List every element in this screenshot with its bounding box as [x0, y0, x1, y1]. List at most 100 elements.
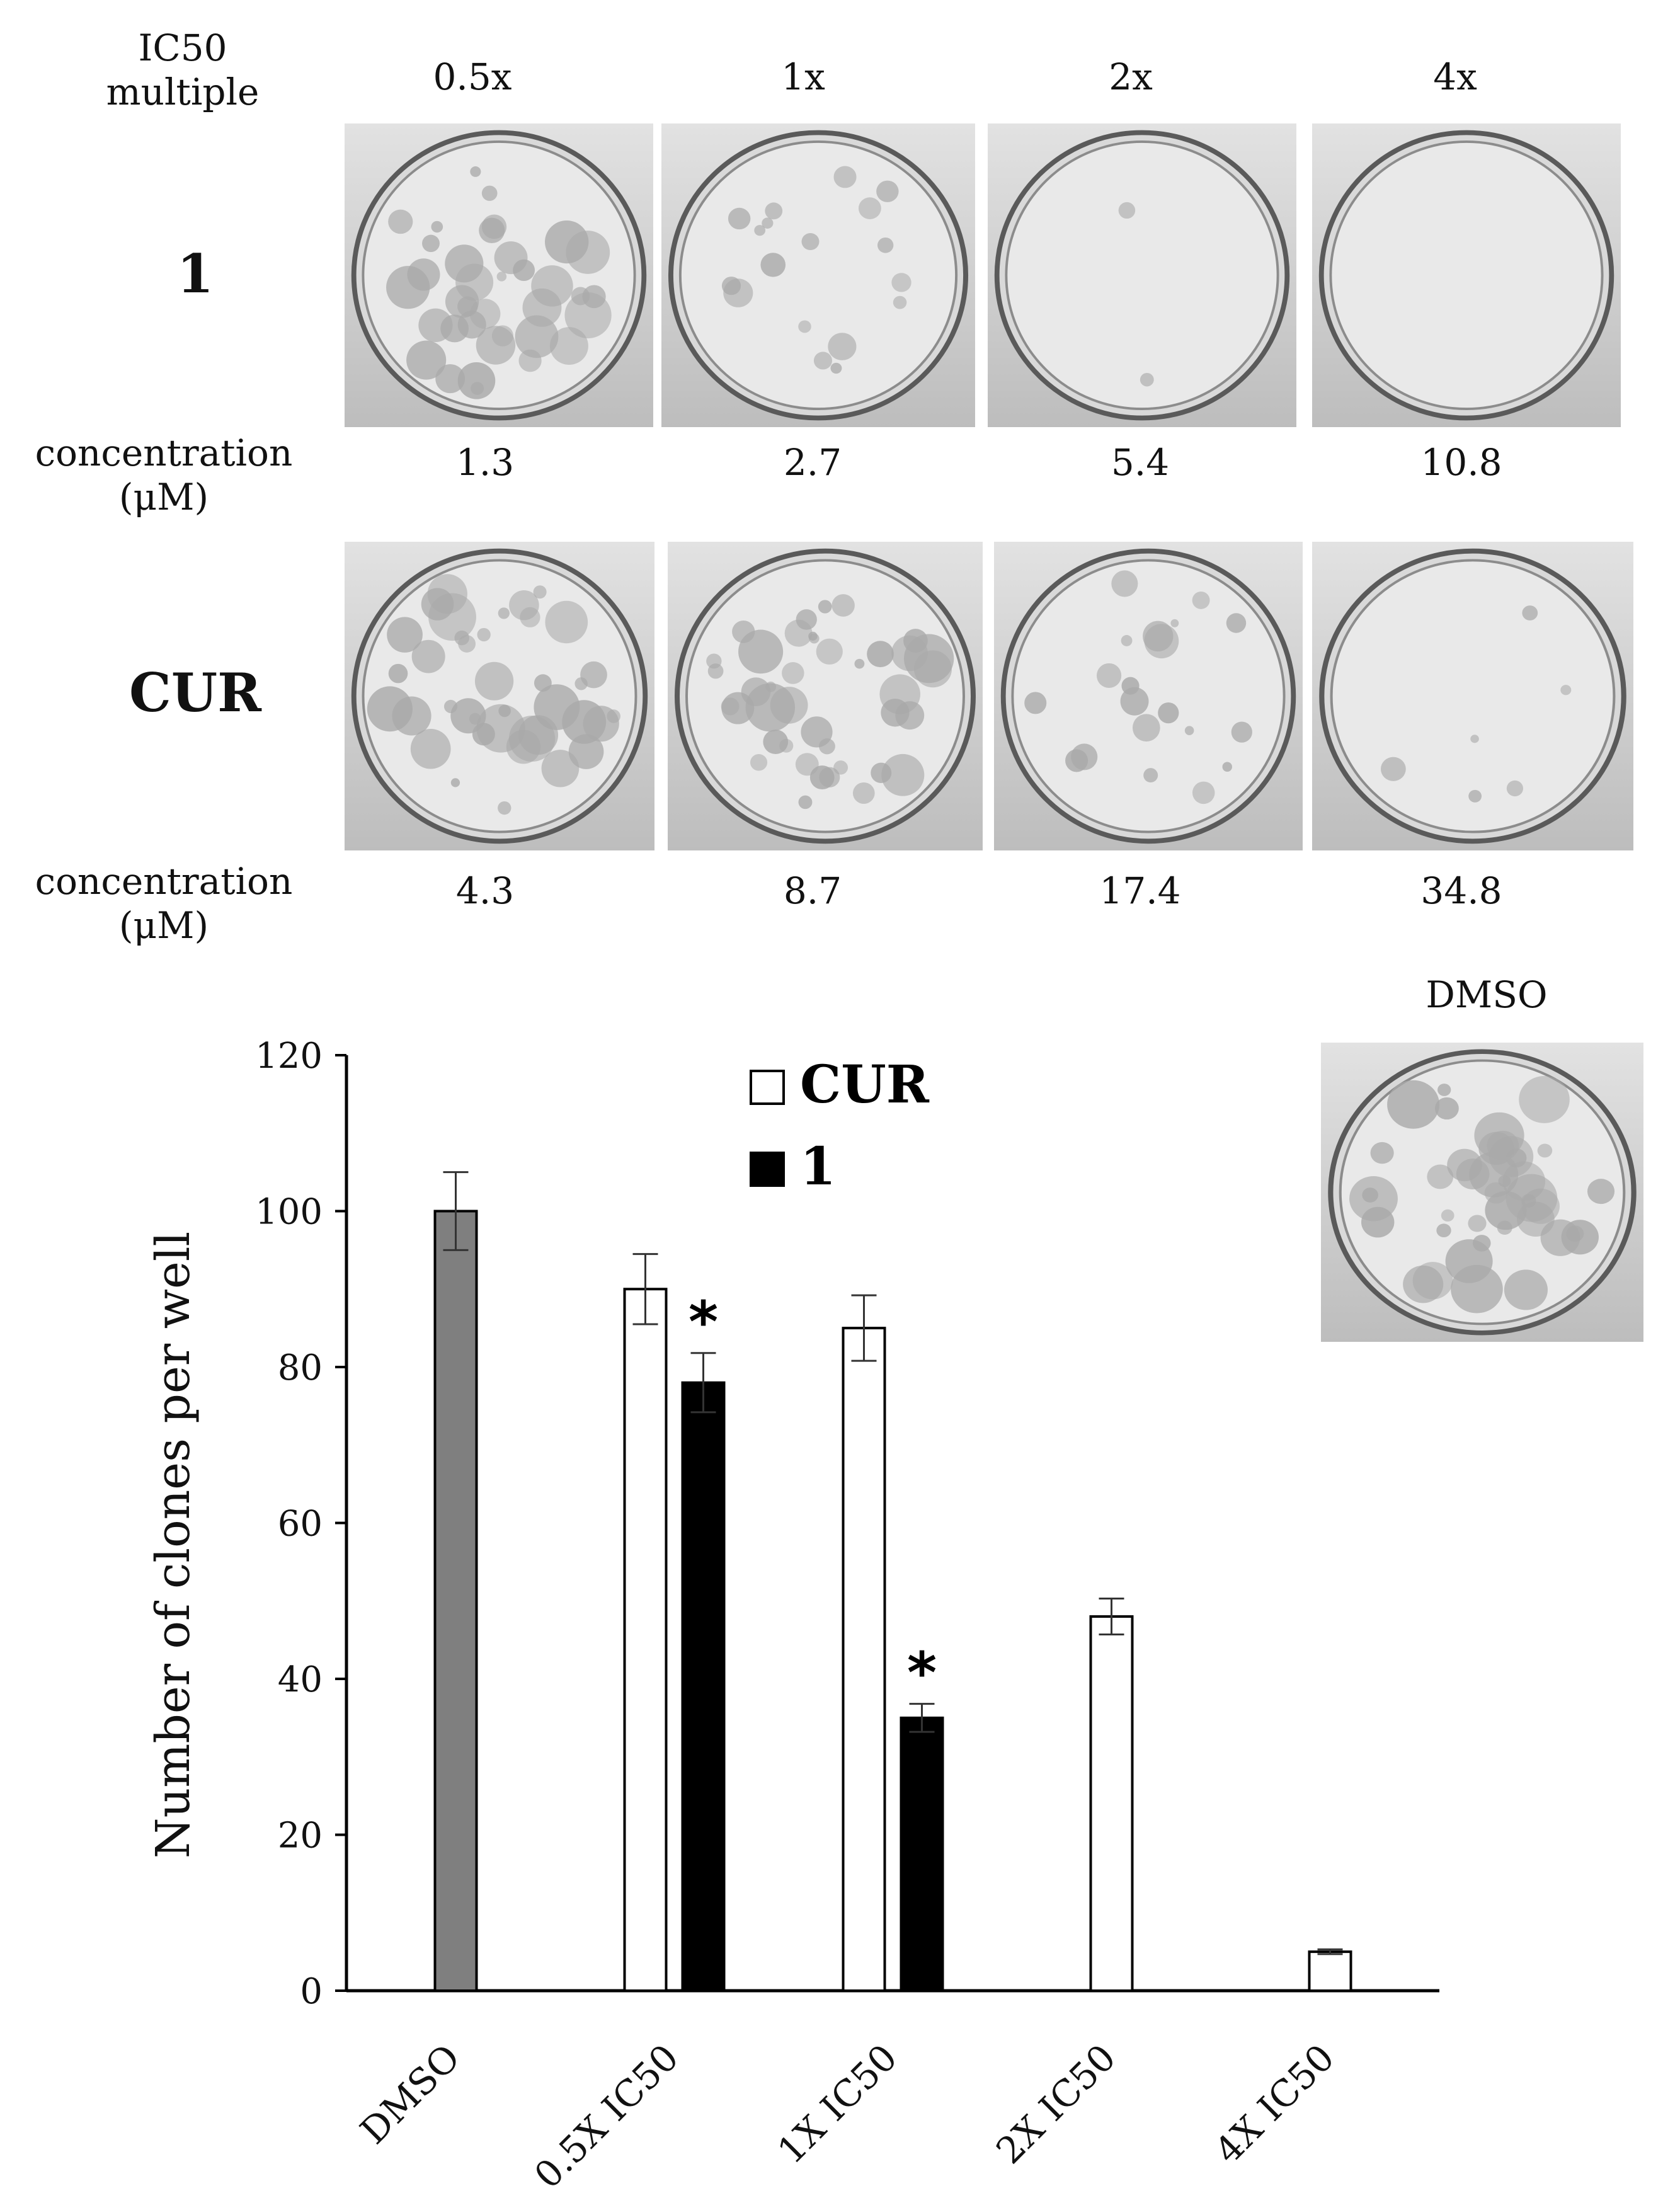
colony — [445, 244, 484, 283]
colony — [574, 677, 588, 690]
colony — [1470, 735, 1479, 743]
colony — [387, 617, 423, 653]
colony — [496, 272, 507, 282]
colony — [732, 620, 755, 643]
plate-image — [661, 123, 975, 427]
colony — [477, 627, 491, 642]
plate-image — [345, 542, 654, 850]
colony — [762, 217, 774, 229]
colony — [765, 202, 783, 220]
colony — [1065, 749, 1089, 772]
colony — [721, 697, 740, 716]
colony — [1506, 780, 1524, 797]
colony — [1587, 1179, 1615, 1205]
concentration-value: 2.7 — [783, 441, 842, 484]
colony — [1192, 781, 1215, 804]
colony — [795, 753, 819, 776]
colony — [1436, 1223, 1451, 1238]
colony — [1456, 1159, 1490, 1189]
colony — [750, 753, 768, 771]
x-category-label: DMSO — [352, 2036, 469, 2153]
concentration-value: 34.8 — [1420, 869, 1502, 912]
colony — [1434, 1097, 1459, 1120]
colony — [407, 258, 440, 291]
colony — [481, 185, 498, 201]
colony — [1485, 1191, 1527, 1230]
y-tick-label: 60 — [278, 1504, 323, 1545]
plate-compound-1-4x — [1312, 123, 1621, 427]
colony — [1143, 621, 1174, 652]
colony — [476, 326, 516, 365]
colony — [1120, 687, 1149, 716]
colony — [1519, 1076, 1570, 1123]
dmso-control-label: DMSO — [1426, 973, 1548, 1016]
multiple-label: 0.5x — [433, 55, 512, 98]
y-tick-label: 0 — [300, 1971, 323, 2012]
plate-cur-4x — [1312, 542, 1633, 850]
colony — [1427, 1164, 1454, 1189]
colony — [796, 609, 817, 630]
colony — [427, 574, 467, 614]
plate-dmso-control — [1321, 1043, 1643, 1342]
colony — [1158, 702, 1179, 724]
colony — [435, 364, 466, 394]
colony — [1118, 202, 1136, 219]
colony — [457, 362, 496, 399]
x-category-label: 0.5X IC50 — [526, 2036, 687, 2186]
colony — [1111, 570, 1138, 597]
bar-dmso — [433, 1210, 478, 1992]
concentration-label: concentration (μM) — [35, 432, 293, 518]
x-category-label: 4X IC50 — [1206, 2036, 1342, 2172]
plate-image — [345, 123, 653, 427]
colony — [877, 237, 894, 253]
concentration-value: 1.3 — [455, 441, 515, 484]
colony — [1472, 1235, 1491, 1252]
colony — [830, 362, 842, 374]
colony — [728, 207, 751, 230]
colony — [388, 209, 413, 234]
colony — [1451, 1264, 1503, 1313]
x-category-label: 1X IC50 — [769, 2036, 905, 2172]
colony — [1222, 762, 1232, 772]
colony — [494, 241, 528, 275]
colony — [1468, 789, 1482, 803]
colony — [813, 352, 833, 370]
colony — [891, 273, 911, 292]
colony — [818, 600, 832, 614]
colony — [867, 641, 894, 668]
colony — [798, 795, 813, 810]
colony — [852, 782, 875, 804]
colony — [819, 767, 840, 788]
colony — [443, 699, 458, 713]
colony — [831, 594, 855, 617]
legend-label: CUR — [800, 1055, 930, 1115]
plate-image — [1312, 123, 1621, 427]
colony — [1437, 1084, 1451, 1096]
colony — [534, 674, 552, 692]
colony — [533, 585, 547, 599]
colony — [541, 750, 580, 787]
colony — [1387, 1080, 1440, 1129]
colony — [1560, 685, 1572, 695]
colony — [707, 663, 724, 679]
colony — [411, 639, 445, 673]
bar-cur — [623, 1288, 668, 1992]
colony — [1349, 1176, 1398, 1222]
colony — [1121, 635, 1133, 646]
significance-marker: * — [907, 1640, 937, 1707]
colony — [470, 166, 481, 177]
colony — [871, 762, 892, 783]
colony — [545, 600, 588, 644]
y-tick-label: 100 — [255, 1192, 323, 1233]
colony — [798, 320, 811, 333]
colony — [1184, 726, 1194, 735]
colony — [549, 327, 588, 365]
colony — [816, 638, 843, 665]
multiple-label: 2x — [1109, 55, 1153, 98]
colony — [1170, 619, 1179, 627]
ic50-multiple-header: IC50 multiple — [106, 26, 260, 113]
colony — [895, 701, 925, 730]
colony — [904, 634, 954, 684]
colony — [801, 716, 833, 748]
